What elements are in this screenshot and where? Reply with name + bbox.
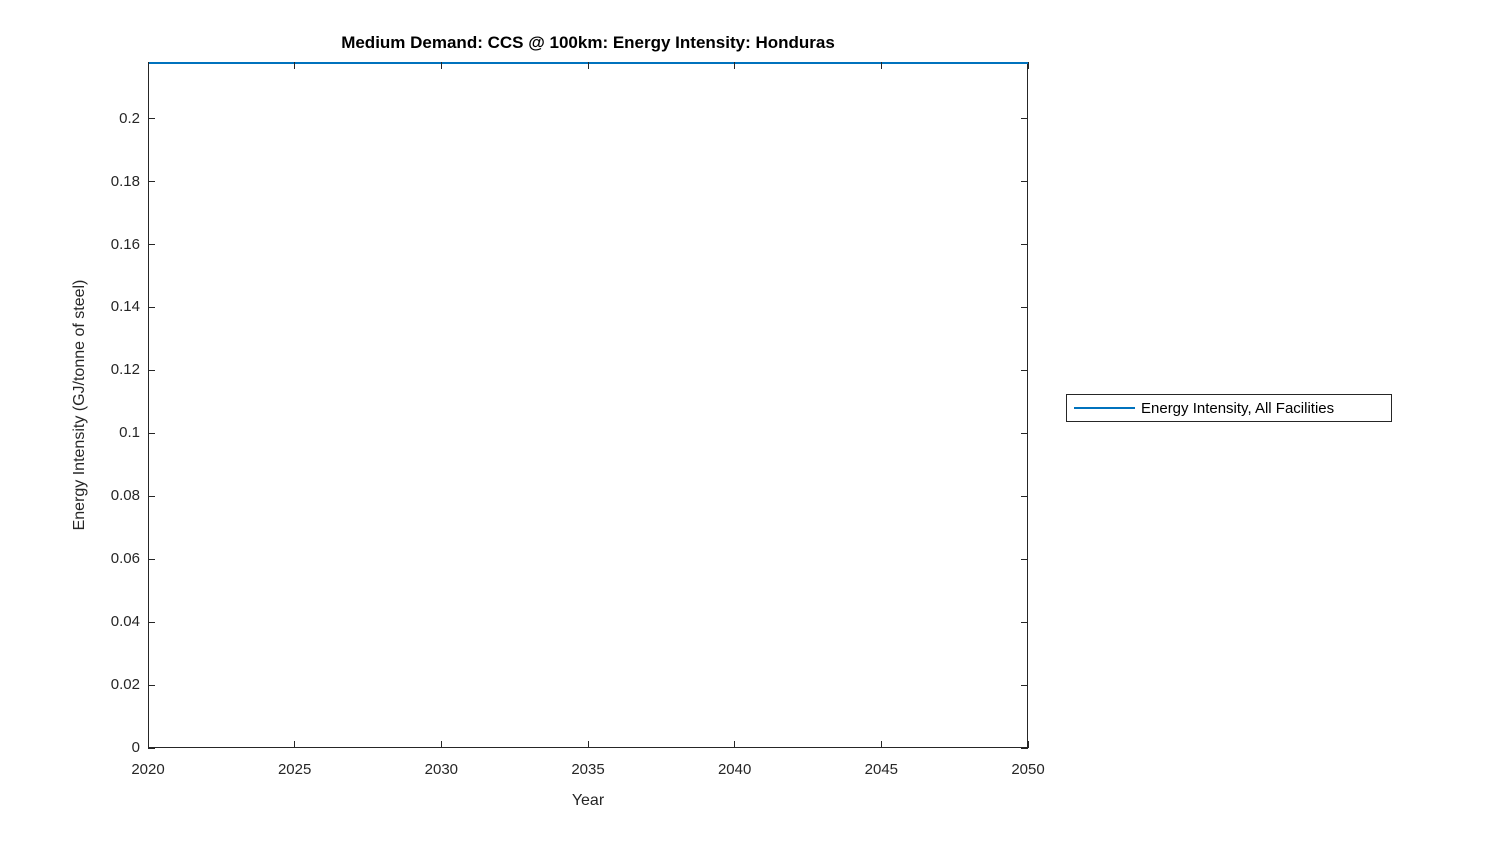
y-tick-label: 0.06: [110, 550, 140, 568]
y-tick-right: [1021, 244, 1028, 245]
y-tick-right: [1021, 118, 1028, 120]
y-tick-label: 0.02: [110, 676, 140, 694]
x-axis-label: Year: [571, 792, 605, 809]
y-tick-right: [1021, 621, 1028, 623]
y-tick-left: [148, 432, 155, 434]
x-tick-label: 2020: [131, 761, 165, 778]
x-tick-top: [587, 62, 589, 69]
x-tick-bottom: [294, 741, 296, 748]
y-tick-label: 0.1: [119, 424, 140, 442]
x-tick-bottom: [587, 741, 589, 748]
x-tick-top: [147, 62, 149, 69]
y-tick-right: [1021, 306, 1028, 308]
x-tick-bottom: [880, 741, 882, 748]
x-tick-top: [294, 62, 296, 69]
y-tick-label: 0.16: [110, 235, 140, 253]
x-tick-bottom: [1027, 741, 1029, 748]
y-tick-right: [1021, 558, 1028, 560]
x-tick-bottom: [147, 741, 149, 748]
plot-area: [148, 62, 1029, 748]
legend: Energy Intensity, All Facilities: [1066, 394, 1392, 422]
legend-line-sample: [1074, 407, 1135, 409]
x-tick-label: 2025: [277, 761, 312, 778]
x-tick-label: 2050: [1011, 761, 1045, 778]
legend-entry-label: Energy Intensity, All Facilities: [1141, 399, 1335, 417]
x-tick-label: 2030: [424, 761, 459, 778]
y-tick-left: [148, 621, 155, 623]
y-tick-label: 0.2: [119, 109, 140, 127]
x-tick-top: [734, 62, 736, 69]
x-tick-bottom: [440, 741, 442, 748]
y-tick-label: 0.18: [110, 172, 140, 190]
x-tick-label: 2045: [864, 761, 899, 778]
y-tick-right: [1021, 432, 1028, 434]
y-tick-left: [148, 306, 155, 308]
y-tick-right: [1021, 684, 1028, 686]
chart-title: Medium Demand: CCS @ 100km: Energy Inten…: [341, 33, 835, 52]
y-tick-right: [1021, 495, 1028, 497]
x-tick-label: 2040: [717, 761, 752, 778]
y-tick-left: [148, 244, 155, 245]
x-tick-label: 2035: [571, 761, 605, 778]
y-tick-right: [1021, 747, 1028, 749]
y-tick-label: 0.14: [110, 298, 140, 316]
series-plot-svg: [149, 62, 1029, 64]
y-tick-label: 0.04: [110, 613, 140, 631]
y-tick-label: 0: [131, 739, 140, 756]
y-tick-right: [1021, 181, 1028, 183]
y-tick-left: [148, 558, 155, 560]
y-tick-left: [148, 181, 155, 183]
y-tick-left: [148, 747, 155, 749]
x-tick-top: [880, 62, 882, 69]
y-tick-left: [148, 369, 155, 371]
y-tick-label: 0.08: [110, 487, 140, 505]
x-tick-bottom: [734, 741, 736, 748]
y-tick-right: [1021, 369, 1028, 371]
y-tick-left: [148, 495, 155, 497]
x-tick-top: [440, 62, 442, 69]
y-tick-left: [148, 684, 155, 686]
y-tick-left: [148, 118, 155, 120]
y-tick-label: 0.12: [110, 361, 140, 379]
x-tick-top: [1027, 62, 1029, 69]
